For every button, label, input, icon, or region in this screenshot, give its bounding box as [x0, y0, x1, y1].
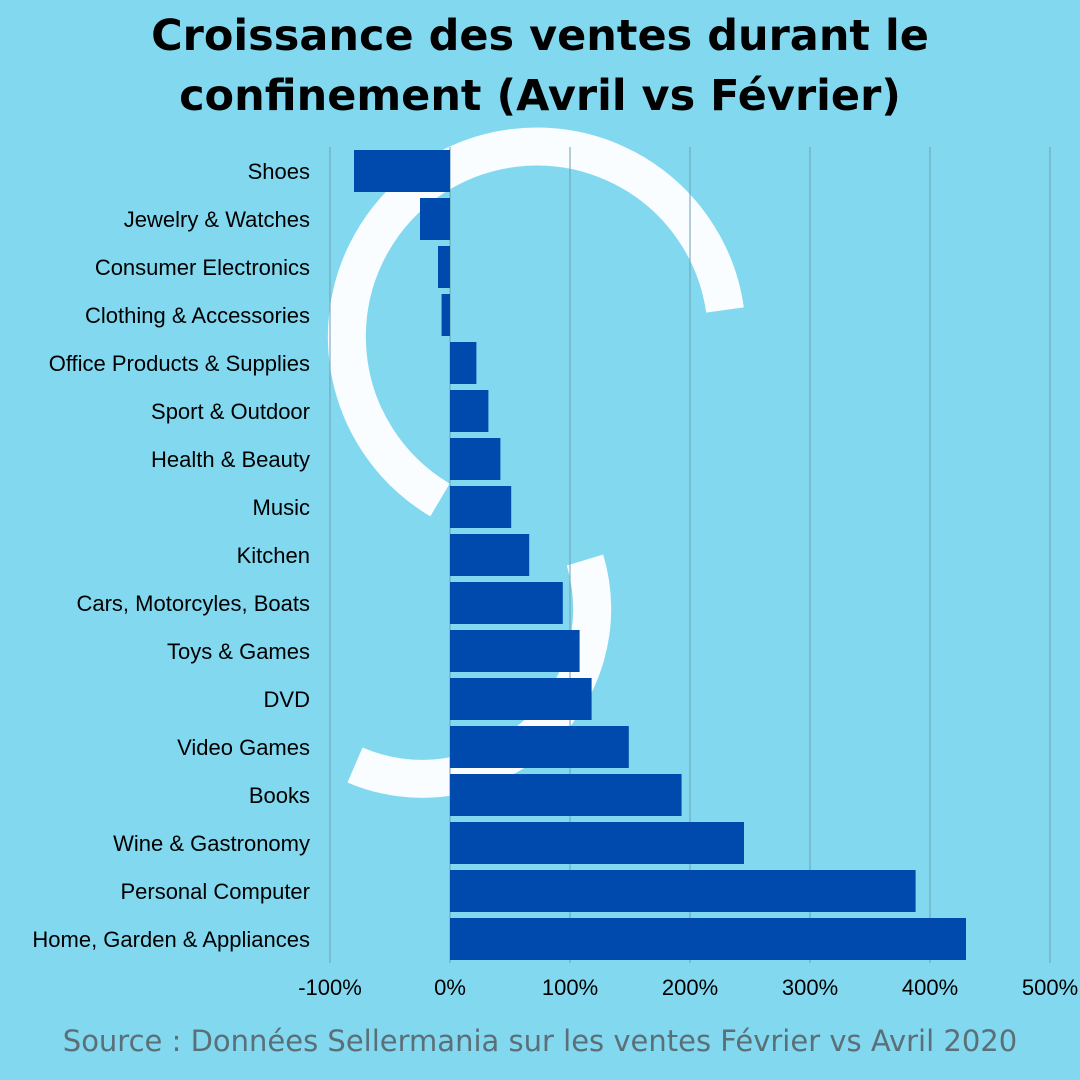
- category-label: Video Games: [177, 735, 310, 760]
- bar-clothing-accessories: [441, 294, 450, 336]
- x-tick-label: 200%: [662, 975, 718, 1000]
- category-label: Toys & Games: [167, 639, 310, 664]
- x-tick-label: 300%: [782, 975, 838, 1000]
- category-label: Consumer Electronics: [95, 255, 310, 280]
- watermark-upper-arc: [327, 127, 744, 517]
- category-label: Personal Computer: [120, 879, 310, 904]
- chart-title: Croissance des ventes durant le confinem…: [0, 6, 1080, 126]
- chart-title-line-2: confinement (Avril vs Février): [179, 71, 901, 121]
- category-label: Clothing & Accessories: [85, 303, 310, 328]
- category-label: Jewelry & Watches: [124, 207, 310, 232]
- bar-health-beauty: [450, 438, 501, 480]
- bar-sport-outdoor: [450, 390, 489, 432]
- bar-office-products-supplies: [450, 342, 477, 384]
- x-tick-label: 500%: [1022, 975, 1078, 1000]
- bar-home-garden-appliances: [450, 918, 966, 960]
- bar-video-games: [450, 726, 629, 768]
- bars: [354, 150, 966, 960]
- bar-jewelry-watches: [420, 198, 450, 240]
- category-label: Home, Garden & Appliances: [32, 927, 310, 952]
- category-label: Health & Beauty: [151, 447, 310, 472]
- x-tick-label: 400%: [902, 975, 958, 1000]
- bar-personal-computer: [450, 870, 916, 912]
- category-label: Office Products & Supplies: [49, 351, 310, 376]
- bar-wine-gastronomy: [450, 822, 744, 864]
- bar-cars-motorcyles-boats: [450, 582, 563, 624]
- bar-kitchen: [450, 534, 530, 576]
- category-labels: Shoes Jewelry & Watches Consumer Electroni…: [32, 159, 310, 952]
- bar-toys-games: [450, 630, 580, 672]
- x-tick-label: 100%: [542, 975, 598, 1000]
- x-tick-label: -100%: [298, 975, 362, 1000]
- x-axis-tick-labels: -100% 0% 100% 200% 300% 400% 500%: [298, 975, 1078, 1000]
- category-label: Music: [253, 495, 310, 520]
- category-label: Shoes: [248, 159, 310, 184]
- category-label: Sport & Outdoor: [151, 399, 310, 424]
- bar-shoes: [354, 150, 450, 192]
- category-label: Wine & Gastronomy: [113, 831, 310, 856]
- bar-music: [450, 486, 512, 528]
- bar-dvd: [450, 678, 592, 720]
- x-tick-label: 0%: [434, 975, 466, 1000]
- category-label: Cars, Motorcyles, Boats: [76, 591, 310, 616]
- category-label: DVD: [264, 687, 310, 712]
- chart-title-line-1: Croissance des ventes durant le: [151, 11, 929, 61]
- bar-books: [450, 774, 682, 816]
- bar-consumer-electronics: [438, 246, 450, 288]
- category-label: Kitchen: [237, 543, 310, 568]
- source-note: Source : Données Sellermania sur les ven…: [62, 1024, 1018, 1058]
- category-label: Books: [249, 783, 310, 808]
